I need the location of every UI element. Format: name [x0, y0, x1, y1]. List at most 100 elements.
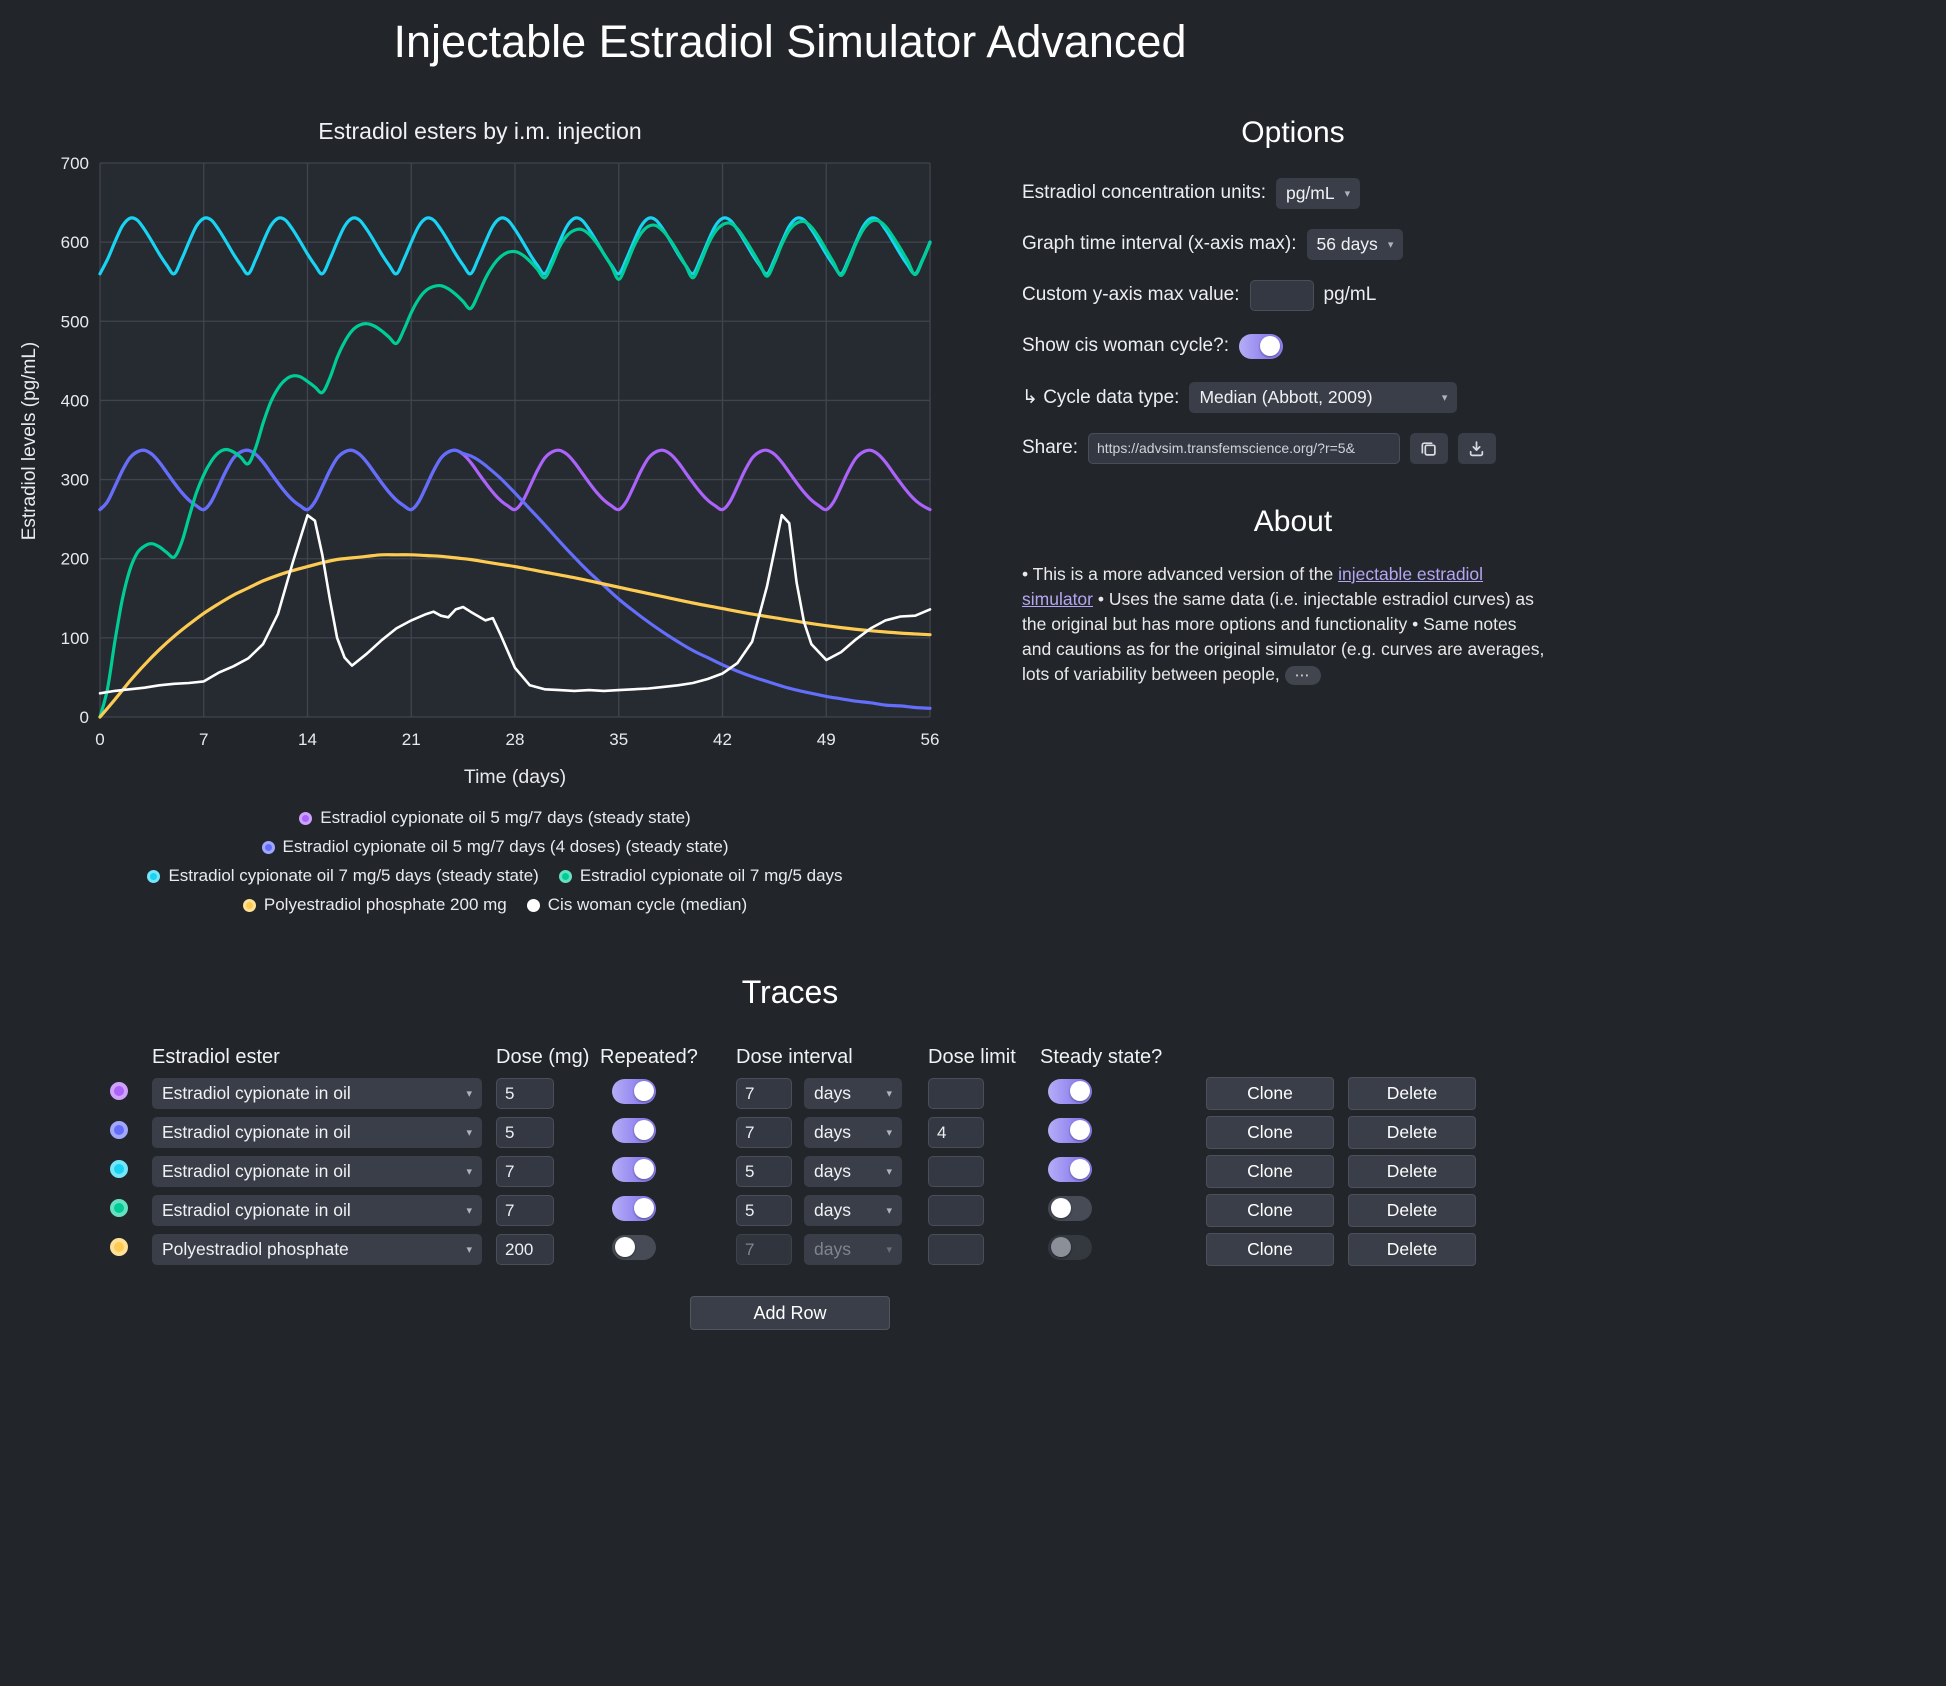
trace-steady-toggle[interactable] — [1048, 1117, 1092, 1143]
trace-steady-toggle[interactable] — [1048, 1156, 1092, 1182]
delete-button[interactable]: Delete — [1348, 1116, 1476, 1149]
interval-label: Graph time interval (x-axis max): — [1022, 233, 1297, 254]
traces-rows: Estradiol cypionate in oil ▾ days ▾ Clon… — [104, 1074, 1476, 1269]
trace-interval-unit-select[interactable]: days ▾ — [804, 1234, 902, 1265]
legend-marker — [147, 869, 161, 883]
share-url-input[interactable] — [1087, 432, 1400, 464]
trace-ester-select[interactable]: Estradiol cypionate in oil ▾ — [152, 1117, 482, 1148]
toggle-knob — [633, 1198, 654, 1218]
chart-svg[interactable]: 0 100 200 300 400 500 600 700 0 7 14 21 28 35 42 49 56 — [40, 146, 960, 796]
legend-item[interactable]: Estradiol cypionate oil 5 mg/7 days (4 d… — [261, 837, 729, 857]
table-row: Estradiol cypionate in oil ▾ days ▾ Clon… — [104, 1074, 1476, 1113]
trace-ester-select[interactable]: Estradiol cypionate in oil ▾ — [152, 1195, 482, 1226]
trace-dose-input[interactable] — [496, 1234, 554, 1265]
toggle-knob — [1260, 336, 1281, 356]
units-select[interactable]: pg/mL ▾ — [1275, 177, 1361, 209]
copy-icon — [1421, 441, 1437, 456]
legend-marker — [526, 898, 540, 912]
chart-title: Estradiol esters by i.m. injection — [318, 118, 642, 144]
interval-select[interactable]: 56 days ▾ — [1306, 228, 1404, 260]
legend-item[interactable]: Estradiol cypionate oil 7 mg/5 days — [558, 866, 843, 886]
legend-marker — [242, 898, 256, 912]
add-row-button[interactable]: Add Row — [690, 1296, 890, 1330]
chevron-down-icon: ▾ — [886, 1088, 892, 1100]
svg-text:700: 700 — [61, 154, 89, 173]
cycle-label: Show cis woman cycle?: — [1022, 335, 1229, 356]
cis-cycle-toggle[interactable] — [1238, 333, 1283, 359]
trace-repeated-toggle[interactable] — [612, 1195, 656, 1221]
ymax-input[interactable] — [1249, 279, 1314, 311]
trace-repeated-toggle[interactable] — [612, 1117, 656, 1143]
x-axis-title: Time (days) — [463, 766, 567, 788]
trace-steady-toggle[interactable] — [1048, 1195, 1092, 1221]
toggle-knob — [1050, 1198, 1071, 1218]
trace-repeated-toggle[interactable] — [612, 1078, 656, 1104]
legend-item[interactable]: Estradiol cypionate oil 7 mg/5 days (ste… — [147, 866, 539, 886]
legend-item[interactable]: Cis woman cycle (median) — [526, 895, 747, 915]
trace-dose-input[interactable] — [496, 1156, 554, 1187]
delete-button[interactable]: Delete — [1348, 1194, 1476, 1227]
chevron-down-icon: ▾ — [886, 1127, 892, 1139]
trace-interval-unit-value: days — [814, 1200, 851, 1220]
legend-item[interactable]: Polyestradiol phosphate 200 mg — [242, 895, 507, 915]
download-button[interactable] — [1457, 432, 1496, 464]
trace-interval-unit-value: days — [814, 1122, 851, 1142]
trace-limit-input[interactable] — [928, 1078, 984, 1109]
trace-dose-input[interactable] — [496, 1117, 554, 1148]
clone-button[interactable]: Clone — [1206, 1233, 1334, 1266]
trace-interval-input[interactable] — [736, 1156, 792, 1187]
trace-interval-input[interactable] — [736, 1078, 792, 1109]
chevron-down-icon: ▾ — [1344, 187, 1351, 200]
svg-text:7: 7 — [199, 730, 208, 749]
trace-steady-toggle[interactable] — [1048, 1078, 1092, 1104]
trace-interval-input[interactable] — [736, 1195, 792, 1226]
download-icon — [1470, 440, 1484, 456]
trace-limit-input[interactable] — [928, 1117, 984, 1148]
trace-interval-input[interactable] — [736, 1234, 792, 1265]
trace-color-dot — [110, 1160, 128, 1178]
trace-repeated-toggle[interactable] — [612, 1156, 656, 1182]
trace-steady-toggle[interactable] — [1048, 1234, 1092, 1260]
trace-limit-input[interactable] — [928, 1234, 984, 1265]
option-row-cycle: Show cis woman cycle?: — [1022, 329, 1582, 363]
clone-button[interactable]: Clone — [1206, 1077, 1334, 1110]
options-panel: Estradiol concentration units: pg/mL ▾ G… — [1022, 176, 1582, 482]
share-label: Share: — [1022, 437, 1078, 458]
delete-button[interactable]: Delete — [1348, 1155, 1476, 1188]
trace-interval-unit-select[interactable]: days ▾ — [804, 1117, 902, 1148]
trace-interval-unit-select[interactable]: days ▾ — [804, 1156, 902, 1187]
trace-color-dot — [110, 1082, 128, 1100]
trace-limit-input[interactable] — [928, 1156, 984, 1187]
interval-select-value: 56 days — [1316, 233, 1378, 254]
trace-interval-unit-select[interactable]: days ▾ — [804, 1078, 902, 1109]
trace-limit-input[interactable] — [928, 1195, 984, 1226]
trace-interval-unit-select[interactable]: days ▾ — [804, 1195, 902, 1226]
trace-interval-input[interactable] — [736, 1117, 792, 1148]
legend-item[interactable]: Estradiol cypionate oil 5 mg/7 days (ste… — [299, 808, 691, 828]
clone-button[interactable]: Clone — [1206, 1194, 1334, 1227]
trace-repeated-toggle[interactable] — [612, 1234, 656, 1260]
col-header-ester: Estradiol ester — [152, 1045, 280, 1068]
trace-ester-value: Estradiol cypionate in oil — [162, 1161, 351, 1181]
trace-ester-select[interactable]: Polyestradiol phosphate ▾ — [152, 1234, 482, 1265]
trace-ester-select[interactable]: Estradiol cypionate in oil ▾ — [152, 1156, 482, 1187]
trace-color-dot — [110, 1121, 128, 1139]
chevron-down-icon: ▾ — [886, 1166, 892, 1178]
cycle-type-label: ↳ Cycle data type: — [1022, 386, 1180, 408]
legend-label: Estradiol cypionate oil 5 mg/7 days (4 d… — [282, 837, 729, 856]
legend-label: Estradiol cypionate oil 7 mg/5 days (ste… — [168, 866, 539, 885]
cycle-type-select[interactable]: Median (Abbott, 2009) ▾ — [1189, 381, 1458, 413]
svg-text:500: 500 — [61, 312, 89, 331]
trace-ester-select[interactable]: Estradiol cypionate in oil ▾ — [152, 1078, 482, 1109]
col-header-interval: Dose interval — [736, 1045, 853, 1068]
delete-button[interactable]: Delete — [1348, 1233, 1476, 1266]
copy-button[interactable] — [1409, 432, 1448, 464]
about-link[interactable]: injectable estradiol simulator — [1022, 564, 1484, 609]
chevron-down-icon: ▾ — [886, 1205, 892, 1217]
clone-button[interactable]: Clone — [1206, 1155, 1334, 1188]
trace-dose-input[interactable] — [496, 1195, 554, 1226]
trace-dose-input[interactable] — [496, 1078, 554, 1109]
clone-button[interactable]: Clone — [1206, 1116, 1334, 1149]
more-button[interactable]: ⋯ — [1284, 665, 1321, 685]
delete-button[interactable]: Delete — [1348, 1077, 1476, 1110]
